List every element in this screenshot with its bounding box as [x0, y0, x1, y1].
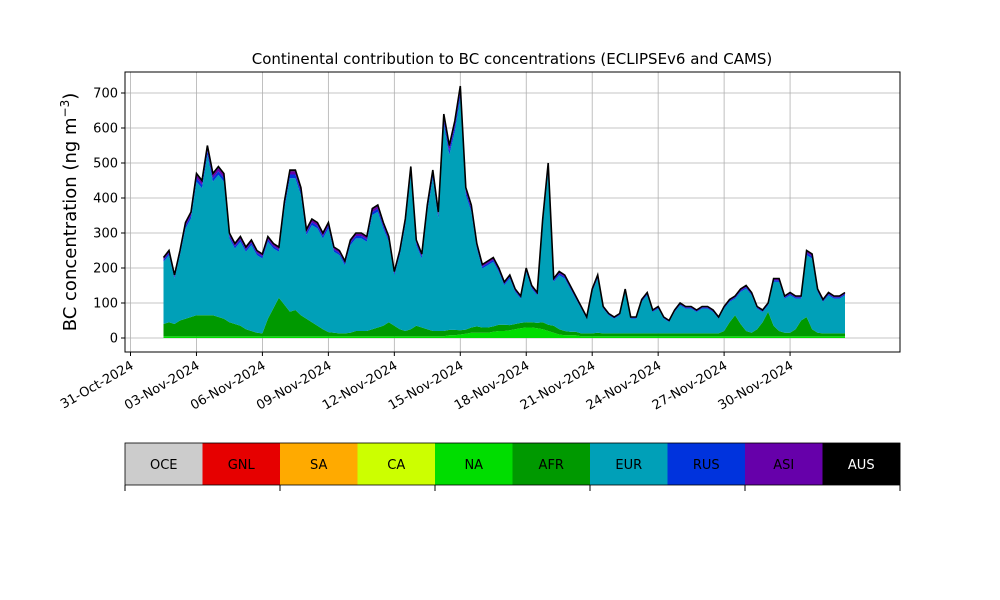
- y-tick-label: 0: [110, 332, 118, 347]
- y-tick-label: 500: [93, 157, 118, 172]
- legend-label-ca: CA: [387, 458, 405, 473]
- legend-swatch-na: [435, 443, 513, 485]
- y-tick-label: 300: [93, 227, 118, 242]
- legend-label-afr: AFR: [539, 458, 564, 473]
- area-eur: [163, 98, 845, 334]
- y-axis: 0 100 200 300 400 500 600 700: [93, 87, 125, 347]
- x-axis: 31-Oct-202403-Nov-202406-Nov-202409-Nov-…: [58, 352, 796, 413]
- x-tick-label: 30-Nov-2024: [716, 358, 796, 413]
- y-tick-label: 100: [93, 297, 118, 312]
- legend-swatch-ca: [357, 443, 436, 485]
- legend-label-eur: EUR: [615, 458, 642, 473]
- area-afr: [163, 297, 845, 337]
- legend-swatch-eur: [590, 443, 668, 485]
- legend-swatch-rus: [667, 443, 746, 485]
- legend-label-oce: OCE: [150, 458, 178, 473]
- legend-label-aus: AUS: [848, 458, 875, 473]
- stacked-areas: [162, 85, 846, 338]
- y-tick-label: 200: [93, 262, 118, 277]
- y-axis-label: BC concentration (ng m−3): [58, 93, 81, 332]
- legend-swatch-aus: [822, 443, 901, 485]
- legend-colorbar: OCE GNL SA CA NA AFR EUR RUS ASI AUS: [124, 442, 901, 491]
- total-line: [162, 85, 846, 322]
- legend-swatch-oce: [125, 443, 203, 485]
- legend-label-gnl: GNL: [228, 458, 256, 473]
- legend-label-na: NA: [464, 458, 483, 473]
- legend-swatch-gnl: [202, 443, 281, 485]
- y-tick-label: 600: [93, 122, 118, 137]
- y-tick-label: 700: [93, 87, 118, 102]
- legend-swatch-afr: [512, 443, 591, 485]
- chart-title: Continental contribution to BC concentra…: [252, 50, 773, 68]
- y-tick-label: 400: [93, 192, 118, 207]
- legend-label-sa: SA: [310, 458, 327, 473]
- legend-label-rus: RUS: [693, 458, 720, 473]
- legend-label-asi: ASI: [773, 458, 794, 473]
- plot-frame: [124, 71, 901, 353]
- legend-swatch-asi: [745, 443, 823, 485]
- legend-swatch-sa: [280, 443, 358, 485]
- legend-frame: [124, 442, 901, 486]
- area-na: [163, 327, 845, 338]
